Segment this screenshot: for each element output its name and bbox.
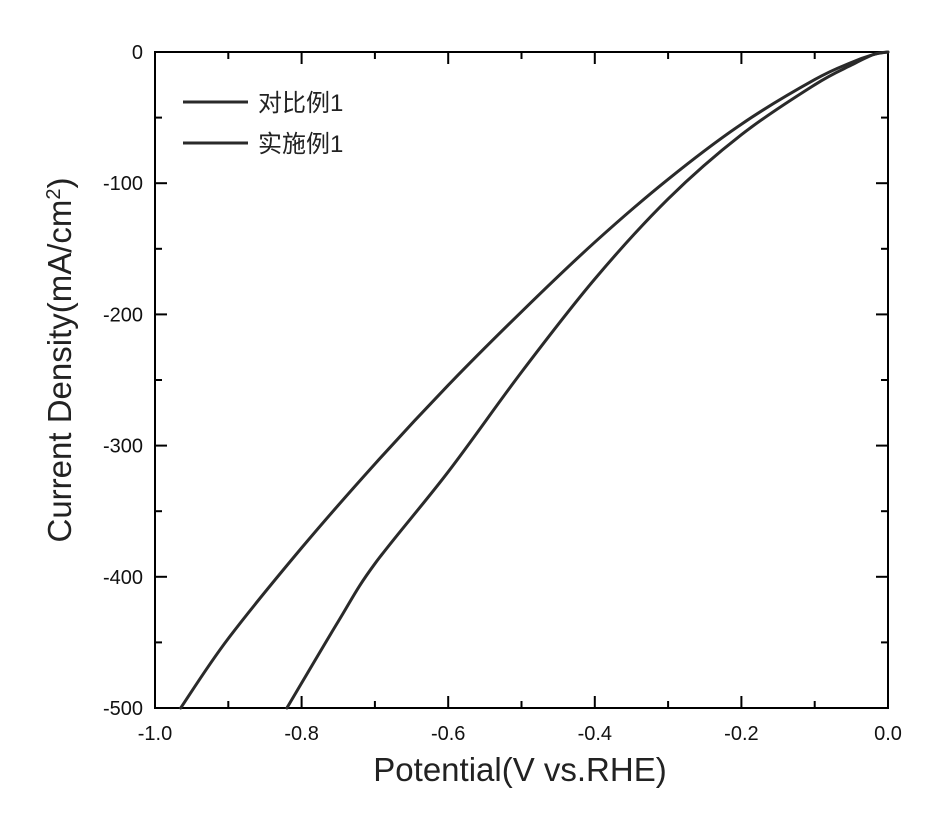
y-tick-label: -200 <box>103 304 143 326</box>
x-tick-label: -0.4 <box>578 723 612 745</box>
y-tick-label: -400 <box>103 567 143 589</box>
y-tick-label: -300 <box>103 436 143 458</box>
legend-label-series-1: 对比例1 <box>258 90 343 117</box>
x-tick-label: -0.8 <box>284 723 318 745</box>
y-axis-title-suffix: ) <box>41 177 78 188</box>
axes: -1.0 -0.8 -0.6 -0.4 -0.2 0.0 0 -100 -200 -300 -400… <box>103 42 902 745</box>
legend: 对比例1 实施例1 <box>183 90 343 158</box>
x-axis-title: Potential(V vs.RHE) <box>373 751 666 788</box>
y-axis-title: Current Density(mA/cm2) <box>41 177 78 542</box>
y-axis-title-superscript: 2 <box>43 188 65 199</box>
x-tick-label: -1.0 <box>138 723 172 745</box>
x-tick-label: -0.6 <box>431 723 465 745</box>
x-tick-label: 0.0 <box>874 723 902 745</box>
series-line-2 <box>287 52 888 708</box>
legend-label-series-2: 实施例1 <box>258 131 343 158</box>
y-tick-label: -100 <box>103 173 143 195</box>
y-axis-title-main: Current Density(mA/cm <box>41 200 78 543</box>
x-tick-label: -0.2 <box>724 723 758 745</box>
y-tick-label: 0 <box>132 42 143 64</box>
y-tick-label: -500 <box>103 698 143 720</box>
